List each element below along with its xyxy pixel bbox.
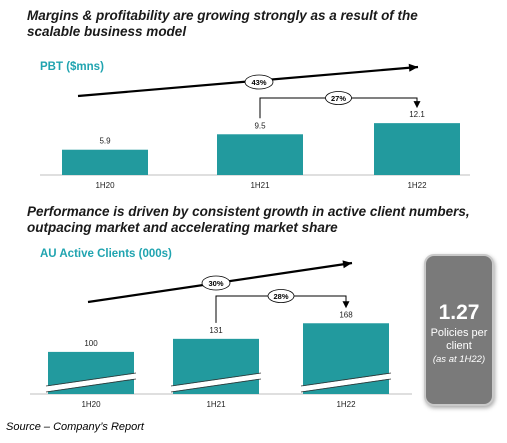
policies-callout: 1.27 Policies per client (as at 1H22) <box>424 254 494 406</box>
clients-axis-break <box>170 373 262 392</box>
clients-axis-break-line <box>300 372 392 387</box>
pbt-category-label: 1H22 <box>407 181 427 190</box>
clients-growth-label: 30% <box>208 279 223 288</box>
clients-axis-break-line <box>170 372 262 387</box>
clients-growth-arrowhead <box>342 260 352 269</box>
callout-text: Policies per client <box>430 327 488 352</box>
pbt-growth-label: 43% <box>251 78 266 87</box>
clients-axis-break-line <box>170 378 262 393</box>
bottom-heading: Performance is driven by consistent grow… <box>27 204 470 235</box>
pbt-bar <box>217 134 303 175</box>
callout-value: 1.27 <box>438 301 480 324</box>
top-heading: Margins & profitability are growing stro… <box>27 8 418 39</box>
clients-value-label: 131 <box>209 326 223 335</box>
pbt-chart: 5.9 1H20 9.5 1H21 12.1 1H22 43% 27% <box>40 63 470 190</box>
clients-axis-break <box>45 373 137 392</box>
clients-value-label: 100 <box>84 339 98 348</box>
pbt-yoy-label: 27% <box>331 94 346 103</box>
clients-value-label: 168 <box>339 310 353 319</box>
pbt-value-label: 12.1 <box>409 110 425 119</box>
pbt-yoy-bubble <box>325 91 352 105</box>
clients-category-label: 1H22 <box>336 400 356 409</box>
pbt-bar <box>62 149 148 175</box>
clients-axis-break <box>300 373 392 392</box>
active-clients-chart: 100 1H20 131 1H21 168 1H22 30% 28% <box>30 260 412 409</box>
clients-yoy-arrowhead <box>342 301 350 309</box>
pbt-value-label: 9.5 <box>254 121 266 130</box>
pbt-category-label: 1H21 <box>250 181 270 190</box>
callout-note: (as at 1H22) <box>432 354 486 365</box>
clients-category-label: 1H21 <box>206 400 226 409</box>
pbt-yoy-arrowhead <box>413 101 421 109</box>
clients-axis-break-line <box>45 378 137 393</box>
clients-growth-bubble <box>201 275 231 291</box>
pbt-category-label: 1H20 <box>95 181 115 190</box>
clients-yoy-label: 28% <box>273 292 288 301</box>
chart2-title: AU Active Clients (000s) <box>40 248 172 260</box>
pbt-growth-arrowhead <box>408 63 418 72</box>
pbt-growth-bubble <box>244 74 274 90</box>
clients-axis-break-line <box>45 372 137 387</box>
pbt-value-label: 5.9 <box>99 137 111 146</box>
pbt-bar <box>374 123 460 175</box>
chart1-title: PBT ($mns) <box>40 61 104 73</box>
source-note: Source – Company’s Report <box>6 421 144 433</box>
clients-yoy-bubble <box>267 289 295 303</box>
clients-category-label: 1H20 <box>81 400 101 409</box>
clients-axis-break-line <box>300 378 392 393</box>
